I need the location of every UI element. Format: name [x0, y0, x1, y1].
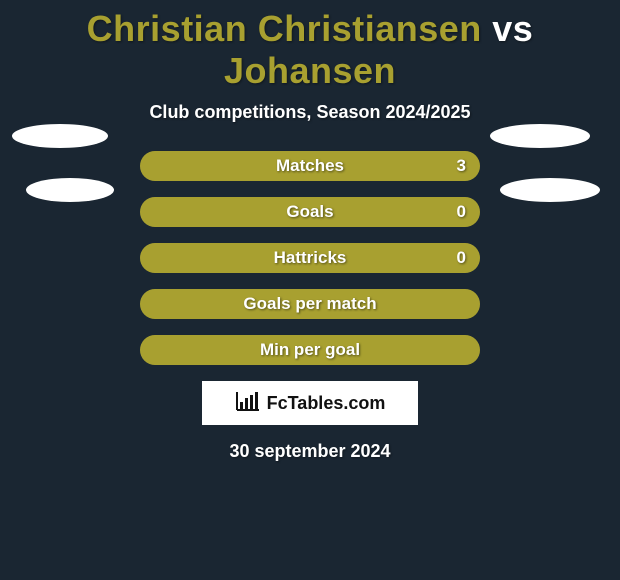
stat-value: 0: [457, 197, 466, 227]
stat-row: Hattricks0: [140, 243, 480, 273]
stat-row: Matches3: [140, 151, 480, 181]
decor-oval: [26, 178, 114, 202]
stat-label: Hattricks: [140, 243, 480, 273]
player1-name: Christian Christiansen: [87, 8, 482, 49]
bar-chart-icon: [235, 390, 261, 417]
stat-value: 3: [457, 151, 466, 181]
stat-label: Matches: [140, 151, 480, 181]
stat-label: Min per goal: [140, 335, 480, 365]
page-title: Christian Christiansen vs Johansen: [0, 0, 620, 92]
stat-row: Min per goal: [140, 335, 480, 365]
stat-row: Goals0: [140, 197, 480, 227]
vs-word: vs: [492, 8, 533, 49]
decor-oval: [12, 124, 108, 148]
decor-oval: [490, 124, 590, 148]
decor-oval: [500, 178, 600, 202]
player2-name: Johansen: [224, 50, 396, 91]
stat-rows: Matches3Goals0Hattricks0Goals per matchM…: [140, 151, 480, 365]
source-logo: FcTables.com: [202, 381, 418, 425]
stat-label: Goals: [140, 197, 480, 227]
stat-label: Goals per match: [140, 289, 480, 319]
subtitle: Club competitions, Season 2024/2025: [0, 102, 620, 123]
logo-text: FcTables.com: [267, 393, 386, 414]
stat-value: 0: [457, 243, 466, 273]
date-text: 30 september 2024: [0, 441, 620, 462]
stat-row: Goals per match: [140, 289, 480, 319]
